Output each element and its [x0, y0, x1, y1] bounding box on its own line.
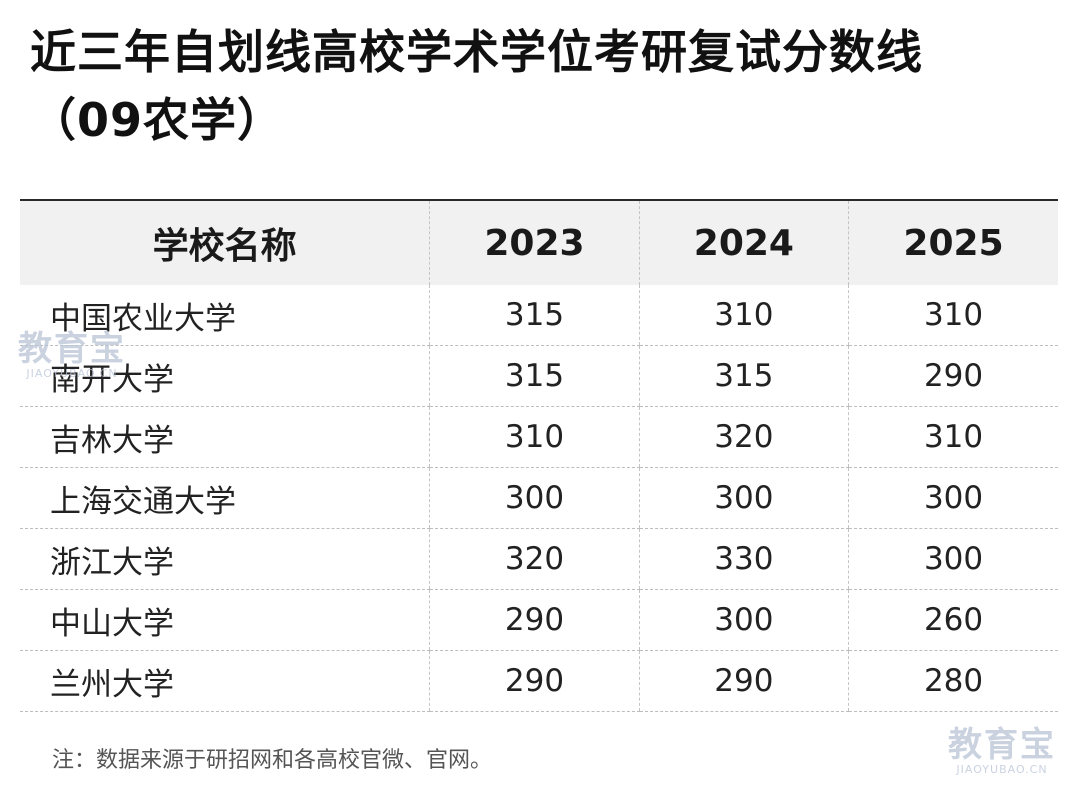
score-2024-cell: 320 — [638, 406, 849, 468]
score-2023-cell: 300 — [429, 467, 640, 529]
watermark-logo-text: 教育宝 — [18, 329, 126, 369]
school-name-cell: 中山大学 — [20, 589, 430, 651]
score-table: 学校名称 2023 2024 2025 中国农业大学 315 310 310 南… — [20, 199, 1058, 712]
school-name-cell: 浙江大学 — [20, 528, 430, 590]
table-row: 中国农业大学 315 310 310 — [20, 285, 1058, 346]
table-row: 吉林大学 310 320 310 — [20, 406, 1058, 468]
page-title: 近三年自划线高校学术学位考研复试分数线 （09农学） — [30, 18, 1050, 154]
school-name-cell: 吉林大学 — [20, 406, 430, 468]
score-2023-cell: 310 — [429, 406, 640, 468]
school-name-cell: 兰州大学 — [20, 650, 430, 712]
watermark-logo-text: 教育宝 — [948, 725, 1056, 765]
score-2024-cell: 315 — [638, 345, 849, 407]
score-2025-cell: 300 — [848, 528, 1058, 590]
school-name-cell: 上海交通大学 — [20, 467, 430, 529]
table-header-row: 学校名称 2023 2024 2025 — [20, 199, 1058, 285]
score-2025-cell: 300 — [848, 467, 1058, 529]
score-2024-cell: 300 — [638, 467, 849, 529]
table-row: 兰州大学 290 290 280 — [20, 650, 1058, 712]
title-line-1: 近三年自划线高校学术学位考研复试分数线 — [30, 25, 923, 79]
score-2023-cell: 290 — [429, 650, 640, 712]
header-year-2024: 2024 — [638, 199, 849, 285]
score-2025-cell: 280 — [848, 650, 1058, 712]
table-row: 浙江大学 320 330 300 — [20, 528, 1058, 590]
score-2025-cell: 310 — [848, 285, 1058, 346]
school-name-cell: 中国农业大学 — [20, 285, 430, 346]
score-2024-cell: 310 — [638, 285, 849, 346]
data-source-note: 注：数据来源于研招网和各高校官微、官网。 — [52, 748, 493, 773]
watermark-logo-right: 教育宝 JIAOYUBAO.CN — [948, 728, 1056, 775]
table-row: 上海交通大学 300 300 300 — [20, 467, 1058, 529]
watermark-url-text: JIAOYUBAO.CN — [26, 367, 118, 380]
score-2023-cell: 315 — [429, 285, 640, 346]
school-name-cell: 南开大学 — [20, 345, 430, 407]
score-2025-cell: 290 — [848, 345, 1058, 407]
watermark-url-text: JIAOYUBAO.CN — [956, 763, 1048, 776]
score-table-container: 学校名称 2023 2024 2025 中国农业大学 315 310 310 南… — [20, 199, 1058, 712]
score-2025-cell: 260 — [848, 589, 1058, 651]
score-2025-cell: 310 — [848, 406, 1058, 468]
score-2023-cell: 315 — [429, 345, 640, 407]
header-year-2023: 2023 — [429, 199, 640, 285]
score-2024-cell: 290 — [638, 650, 849, 712]
score-2023-cell: 290 — [429, 589, 640, 651]
watermark-logo-left: 教育宝 JIAOYUBAO.CN — [18, 332, 126, 379]
score-2023-cell: 320 — [429, 528, 640, 590]
score-2024-cell: 300 — [638, 589, 849, 651]
title-line-2: （09农学） — [30, 93, 285, 147]
table-row: 南开大学 315 315 290 — [20, 345, 1058, 407]
score-2024-cell: 330 — [638, 528, 849, 590]
table-row: 中山大学 290 300 260 — [20, 589, 1058, 651]
header-year-2025: 2025 — [848, 199, 1058, 285]
header-school-name: 学校名称 — [20, 199, 430, 285]
